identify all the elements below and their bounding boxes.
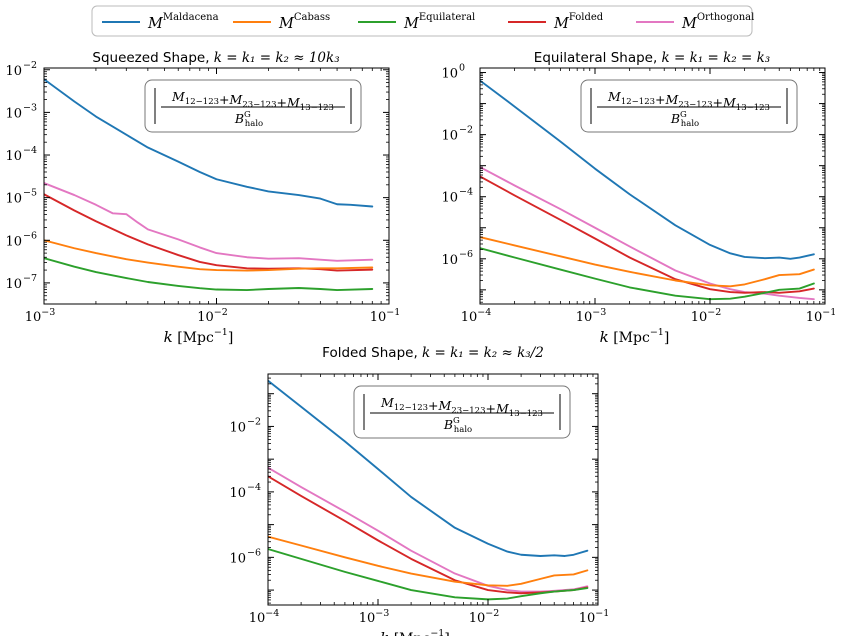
x-tick-label: 10−1: [370, 307, 401, 325]
legend-entry-orthogonal: MOrthogonal: [636, 12, 754, 32]
axes: 10−4 10−3 10−2 10−110−610−410−2: [229, 373, 610, 626]
annotation-numerator: M12−123+M23−123+M13−123: [380, 395, 543, 419]
y-tick-exponent: −6: [247, 547, 261, 558]
x-tick-label: 10−2: [691, 307, 722, 325]
series-line-equilateral: [44, 257, 374, 291]
panel-title: Squeezed Shape, k = k₁ = k₂ ≈ 10k₃: [92, 50, 339, 66]
y-tick-label: 10: [5, 277, 22, 292]
panel-folded-shape: Folded Shape, k = k₁ = k₂ ≈ k₃/210−4 10−3…: [229, 345, 609, 636]
annotation-numerator: M12−123+M23−123+M13−123: [171, 89, 334, 113]
y-tick-exponent: −2: [459, 125, 473, 136]
y-tick-exponent: −4: [459, 187, 473, 198]
y-tick-label: 10: [229, 486, 246, 501]
y-tick-label: 10: [5, 64, 22, 79]
series-line-orthogonal: [268, 466, 589, 593]
legend-label: MCabass: [278, 12, 330, 32]
legend-entry-folded: MFolded: [508, 12, 604, 32]
annotation-frame: [144, 79, 362, 133]
series-line-folded: [480, 175, 815, 294]
x-tick-label: 10−1: [806, 307, 837, 325]
annotation-frame: [580, 79, 798, 133]
series-line-maldacena: [268, 379, 589, 557]
y-tick-exponent: −7: [23, 273, 37, 284]
y-tick-exponent: −6: [459, 249, 473, 260]
legend-entry-cabass: MCabass: [233, 12, 330, 32]
series-line-maldacena: [44, 78, 374, 208]
x-axis-label: k [Mpc−1]: [380, 628, 450, 636]
y-tick-label: 10: [441, 67, 458, 82]
y-tick-label: 10: [5, 192, 22, 207]
panel-title: Equilateral Shape, k = k₁ = k₂ = k₃: [534, 50, 770, 66]
plot-frame: [479, 67, 826, 305]
y-tick-label: 10: [441, 191, 458, 206]
y-tick-exponent: −2: [23, 60, 37, 71]
legend-label: MEquilateral: [403, 12, 475, 32]
series-line-maldacena: [480, 79, 815, 260]
x-tick-label: 10−1: [579, 608, 610, 626]
y-tick-exponent: −4: [23, 145, 37, 156]
annotation-denominator: BG halo: [234, 110, 263, 129]
legend-label: MFolded: [553, 12, 604, 32]
y-tick-exponent: −5: [23, 188, 37, 199]
y-tick-label: 10: [5, 106, 22, 121]
series-line-cabass: [480, 236, 815, 288]
x-axis-label: k [Mpc−1]: [600, 327, 670, 346]
legend-label: MMaldacena: [147, 12, 219, 32]
x-tick-label: 10−2: [197, 307, 228, 325]
x-axis-label: k [Mpc−1]: [164, 327, 234, 346]
x-tick-label: 10−4: [249, 608, 280, 626]
y-tick-label: 10: [229, 420, 246, 435]
y-tick-label: 10: [229, 551, 246, 566]
annotation-denominator: BG halo: [443, 416, 472, 435]
legend-frame: [91, 5, 753, 37]
legend-entry-maldacena: MMaldacena: [102, 12, 219, 32]
y-tick-label: 10: [441, 129, 458, 144]
series-line-cabass: [44, 239, 374, 272]
series-line-cabass: [268, 535, 589, 587]
plot-frame: [267, 373, 599, 606]
y-tick-exponent: −6: [23, 230, 37, 241]
y-tick-label: 10: [5, 149, 22, 164]
legend: MMaldacena MCabass MEquilateral MFolded MOrt…: [91, 5, 754, 37]
y-tick-exponent: −4: [247, 482, 261, 493]
annotation-denominator: BG halo: [670, 110, 699, 129]
legend-label: MOrthogonal: [681, 12, 754, 32]
panel-title: Folded Shape, k = k₁ = k₂ ≈ k₃/2: [322, 345, 544, 361]
annotation-numerator: M12−123+M23−123+M13−123: [607, 89, 770, 113]
axes: 10−3 10−2 10−110−710−610−510−410−310−2: [5, 60, 400, 325]
series-line-orthogonal: [44, 182, 374, 262]
series-line-orthogonal: [480, 166, 815, 301]
y-tick-exponent: 0: [459, 63, 465, 74]
y-tick-exponent: −3: [23, 102, 37, 113]
x-tick-label: 10−3: [25, 307, 56, 325]
x-tick-label: 10−2: [469, 608, 500, 626]
x-tick-label: 10−4: [461, 307, 492, 325]
plot-frame: [43, 67, 390, 305]
series-group: [44, 78, 374, 291]
x-tick-label: 10−3: [359, 608, 390, 626]
y-tick-label: 10: [441, 253, 458, 268]
y-tick-exponent: −2: [247, 416, 261, 427]
legend-entry-equilateral: MEquilateral: [358, 12, 475, 32]
annotation-frame: [353, 385, 571, 439]
x-tick-label: 10−3: [576, 307, 607, 325]
y-tick-label: 10: [5, 234, 22, 249]
